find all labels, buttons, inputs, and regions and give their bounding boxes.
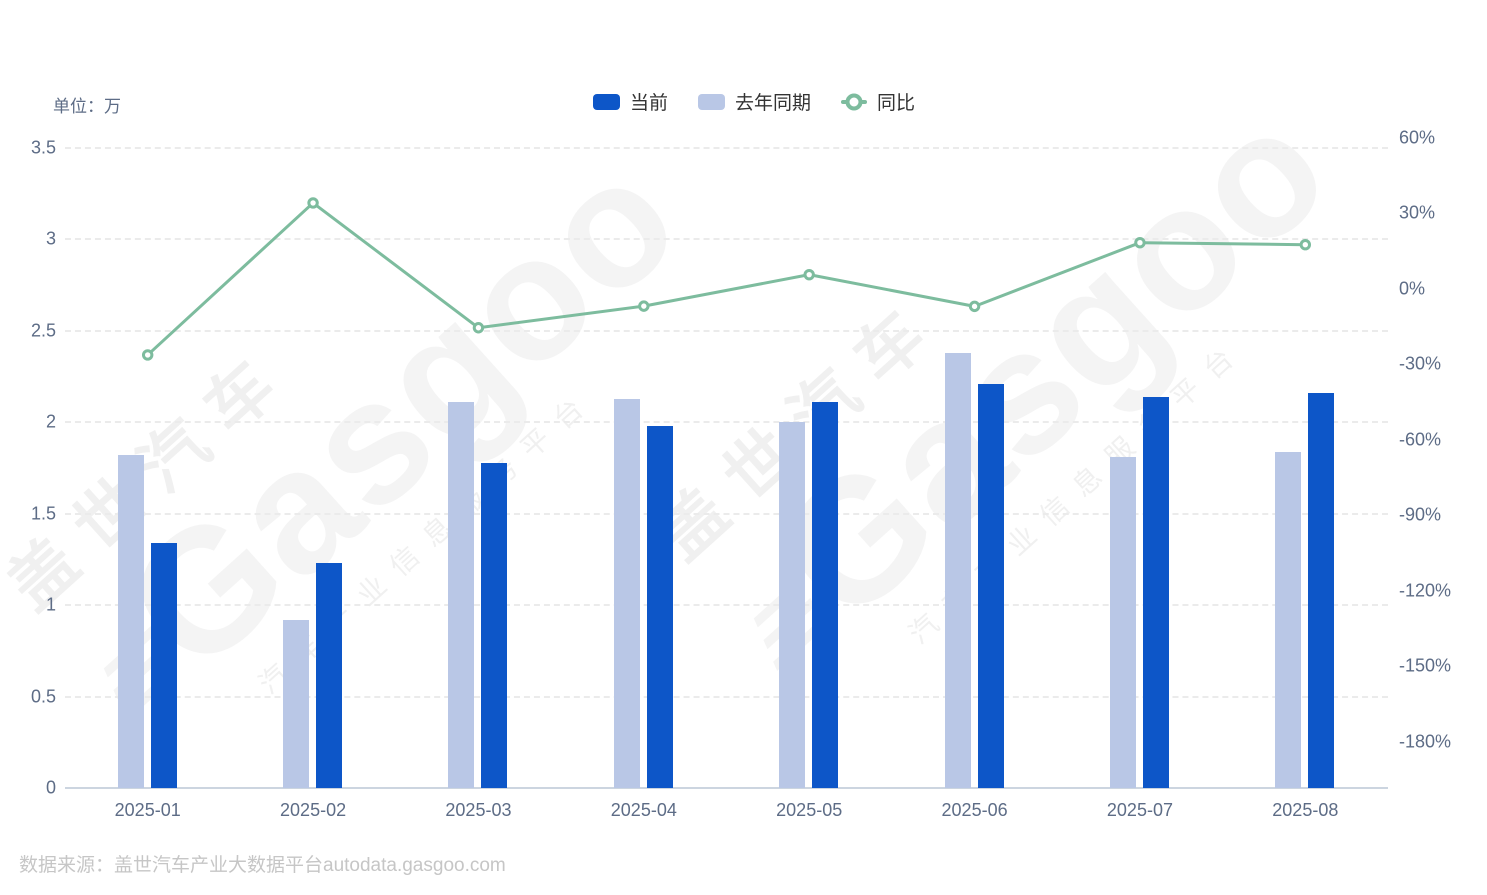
h-gridline [65,512,1388,515]
unit-label: 单位：万 [53,97,121,116]
left-axis-tick-label: 0.5 [30,686,56,707]
legend: 当前 去年同期 同比 [593,88,915,115]
bar-last-year [1275,451,1302,788]
bar-current [977,383,1004,788]
x-axis-category-label: 2025-04 [610,800,677,820]
left-axis-tick-label: 2 [45,411,56,432]
watermark-gasgoo: 盖世汽车 ≡Gasgoo 汽车产业信息服务平台 [633,12,1386,733]
h-gridline [65,695,1388,698]
x-axis-category-label: 2025-02 [280,800,347,820]
x-axis-category-label: 2025-03 [445,800,512,820]
right-axis-tick-label: -150% [1399,655,1452,676]
right-axis-tick-label: 60% [1399,127,1436,147]
legend-item-last-year[interactable]: 去年同期 [698,88,811,115]
bar-last-year [448,402,475,788]
right-axis-tick-label: -60% [1399,429,1442,449]
bar-current [1142,396,1169,788]
x-axis-category-label: 2025-05 [776,800,843,820]
bar-current [812,402,839,788]
yoy-point-marker-icon [141,349,154,361]
bar-current [481,462,508,788]
bar-last-year [117,455,144,788]
h-gridline [65,604,1388,607]
left-axis-tick-label: 2.5 [30,320,56,341]
right-axis-tick-label: 30% [1399,202,1436,223]
last-year-bar-swatch-icon [698,93,726,110]
bar-last-year [1109,457,1136,788]
left-axis-tick-label: 1 [45,594,56,615]
bar-last-year [779,422,806,788]
bar-last-year [283,619,310,788]
bar-current [316,563,343,788]
left-axis-tick-label: 3 [45,228,56,249]
right-axis-tick-label: -120% [1399,580,1452,600]
data-source: 数据来源：盖世汽车产业大数据平台autodata.gasgoo.com [19,855,506,876]
legend-item-current[interactable]: 当前 [593,88,668,115]
legend-label-current: 当前 [630,93,669,114]
current-bar-swatch-icon [593,93,620,110]
right-axis-tick-label: 0% [1399,278,1426,298]
watermark-en-text: ≡Gasgoo [45,119,715,767]
yoy-point-marker-icon [1299,239,1312,251]
x-axis-category-label: 2025-06 [941,800,1008,820]
x-axis-line [65,787,1388,789]
right-axis-tick-label: -90% [1399,504,1442,525]
x-axis-category-label: 2025-01 [114,800,181,820]
h-gridline [65,238,1388,241]
yoy-point-marker-icon [307,197,319,209]
h-gridline [65,329,1388,332]
right-axis-tick-label: -30% [1399,353,1442,374]
yoy-line-path [146,201,1306,357]
bar-last-year [613,398,640,788]
bar-current [150,542,177,788]
legend-label-yoy: 同比 [877,93,916,114]
x-axis-category-label: 2025-07 [1106,800,1173,820]
legend-label-last-year: 去年同期 [735,93,812,114]
bar-current [646,425,673,788]
yoy-point-marker-icon [803,268,815,281]
x-axis-category-label: 2025-08 [1272,800,1339,820]
bar-current [1308,393,1335,788]
h-gridline [65,147,1388,149]
left-axis-tick-label: 0 [45,777,56,798]
legend-item-yoy[interactable]: 同比 [841,88,915,115]
yoy-point-marker-icon [638,300,650,312]
right-axis-tick-label: -180% [1399,731,1452,751]
left-axis-tick-label: 3.5 [30,137,56,158]
h-gridline [65,421,1388,424]
bar-last-year [944,352,971,788]
yoy-point-marker-icon [968,300,981,313]
left-axis-tick-label: 1.5 [30,503,56,524]
yoy-line-marker-icon [841,93,868,111]
